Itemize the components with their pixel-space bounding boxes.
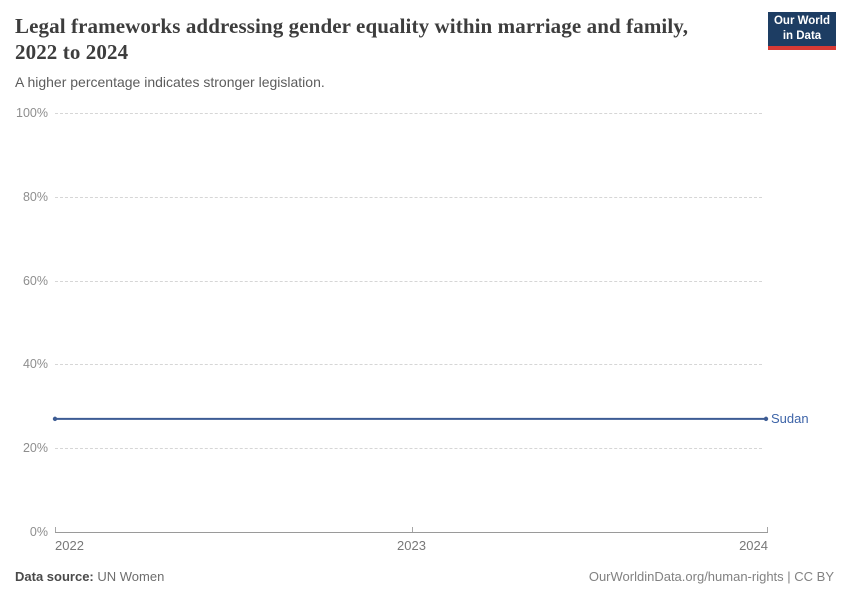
x-tick-label: 2022	[55, 538, 84, 553]
owid-logo-line1: Our World	[773, 15, 830, 28]
gridline	[55, 364, 762, 366]
gridline	[55, 113, 762, 114]
x-tick-mark	[767, 527, 768, 532]
data-source: Data source: UN Women	[15, 569, 164, 584]
x-tick-mark	[55, 527, 56, 532]
chart-subtitle: A higher percentage indicates stronger l…	[15, 74, 325, 90]
x-tick-mark	[411, 527, 413, 532]
gridline	[55, 448, 762, 450]
y-tick-label: 80%	[22, 189, 48, 204]
owid-logo: Our World in Data	[768, 12, 836, 50]
data-source-value: UN Women	[97, 569, 165, 584]
gridline	[55, 196, 762, 198]
y-tick-label: 100%	[16, 106, 48, 120]
y-tick-label: 40%	[22, 357, 48, 372]
data-source-label: Data source:	[15, 569, 94, 584]
x-tick-label: 2023	[397, 538, 426, 553]
chart-title: Legal frameworks addressing gender equal…	[15, 14, 689, 65]
y-tick-label: 60%	[22, 273, 48, 288]
owid-logo-line2: in Data	[782, 30, 822, 42]
y-tick-label: 0%	[29, 525, 48, 539]
x-axis-line	[55, 532, 768, 533]
x-tick-label: 2024	[739, 538, 768, 553]
credit-line: OurWorldinData.org/human-rights | CC BY	[588, 569, 834, 584]
y-tick-label: 20%	[22, 441, 48, 456]
gridline	[55, 280, 762, 282]
series-label-sudan: Sudan	[771, 411, 809, 427]
